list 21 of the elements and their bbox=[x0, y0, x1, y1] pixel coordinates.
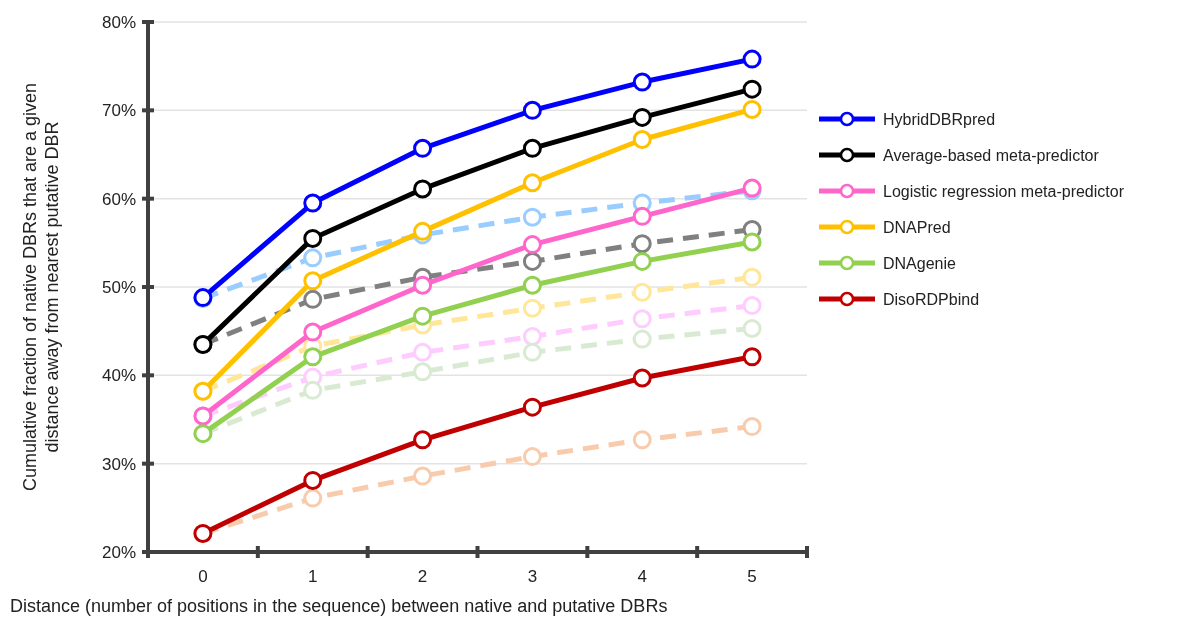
legend-label: DNAPred bbox=[883, 218, 951, 236]
x-tick-label: 3 bbox=[527, 567, 538, 586]
y-tick-label: 40% bbox=[101, 366, 136, 386]
y-tick-label: 50% bbox=[101, 277, 136, 297]
x-tick-label: 2 bbox=[417, 567, 428, 586]
x-tick-label: 1 bbox=[308, 567, 318, 586]
y-tick-label: 60% bbox=[101, 189, 136, 209]
y-tick-label: 70% bbox=[101, 101, 136, 121]
legend-label: Logistic regression meta-predictor bbox=[883, 182, 1125, 200]
x-tick-label: 4 bbox=[637, 567, 647, 586]
legend-label: HybridDBRpred bbox=[883, 110, 996, 128]
y-tick-label: 80% bbox=[101, 12, 136, 32]
x-tick-label: 0 bbox=[198, 567, 208, 586]
x-tick-label: 5 bbox=[747, 567, 757, 586]
y-tick-label: 20% bbox=[101, 542, 136, 562]
legend-label: DNAgenie bbox=[883, 254, 957, 272]
y-tick-label: 30% bbox=[101, 454, 136, 474]
legend-label: Average-based meta-predictor bbox=[883, 146, 1100, 164]
y-axis-title: Cumulative fraction of native DBRs that are a given distance away from nearest putative DBR bbox=[20, 82, 62, 492]
legend-label: DisoRDPbind bbox=[883, 290, 980, 308]
x-axis-title: Distance (number of positions in the sequence) between native and putative DBRs bbox=[10, 596, 668, 616]
